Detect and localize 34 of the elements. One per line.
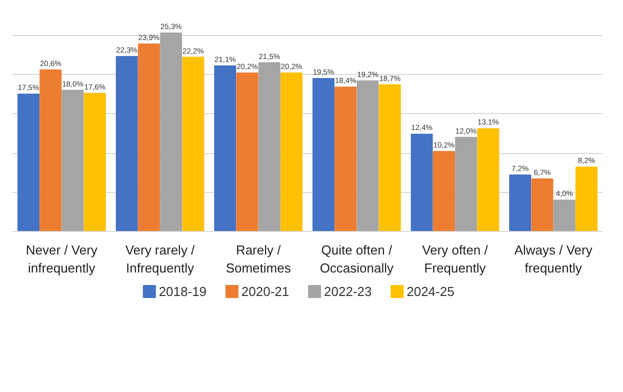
legend-label: 2018-19 — [158, 284, 207, 299]
bar — [258, 62, 280, 232]
bar — [40, 69, 62, 232]
bar — [280, 72, 303, 232]
x-tick-label: Quite often / Occasionally — [320, 242, 394, 276]
bar — [312, 78, 334, 232]
bar — [62, 90, 84, 232]
bar — [138, 43, 160, 232]
bar — [17, 94, 40, 232]
bar — [84, 92, 106, 232]
bar — [214, 65, 236, 232]
legend-label: 2020-21 — [241, 284, 290, 299]
x-tick-label: Always / Very frequently — [514, 242, 593, 276]
bar — [160, 32, 182, 232]
legend-label: 2022-23 — [324, 284, 372, 299]
x-tick-label: Never / Very infrequently — [26, 242, 98, 276]
bar — [553, 200, 576, 232]
bar — [576, 166, 598, 232]
bar — [509, 174, 532, 232]
bar — [455, 136, 478, 232]
bar — [182, 56, 204, 232]
x-tick-label: Rarely / Sometimes — [226, 242, 292, 276]
bar — [477, 128, 500, 232]
bar — [531, 178, 554, 232]
bar — [116, 56, 138, 232]
x-tick-label: Very rarely / Infrequently — [125, 242, 196, 276]
bar — [236, 72, 258, 232]
legend-label: 2024-25 — [406, 284, 454, 299]
bar — [410, 134, 433, 232]
x-tick-label: Very often / Frequently — [422, 242, 488, 276]
bar — [432, 150, 455, 232]
bar — [334, 86, 357, 232]
bar — [356, 80, 379, 232]
bar — [378, 84, 401, 232]
